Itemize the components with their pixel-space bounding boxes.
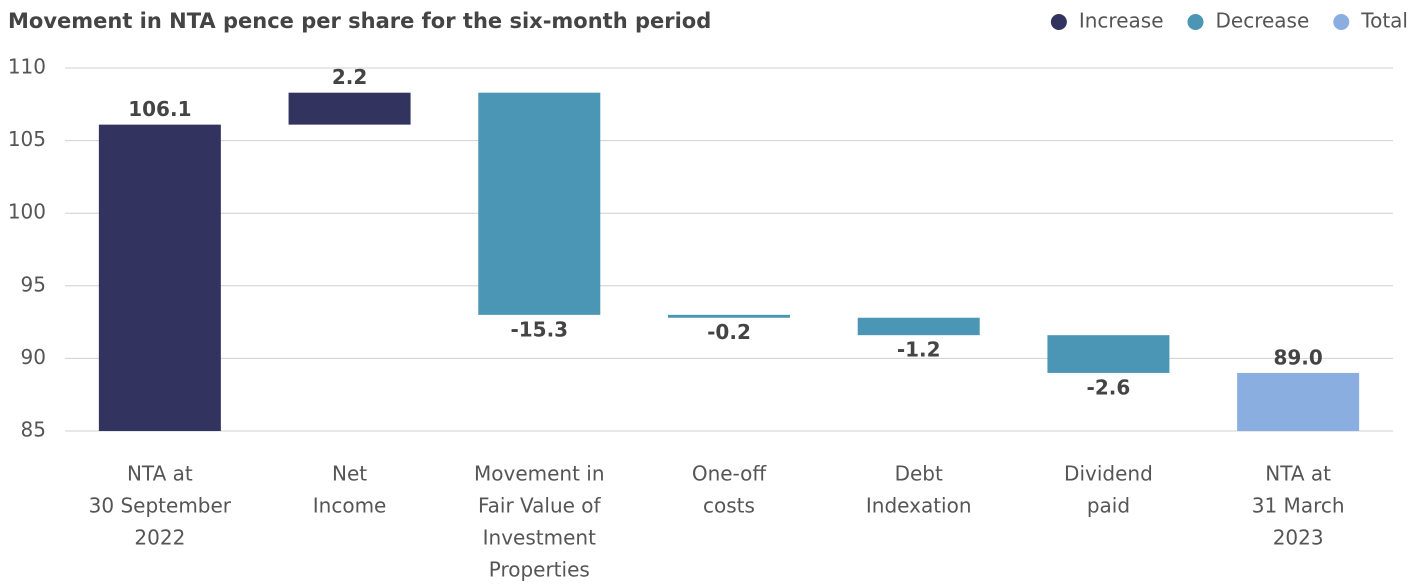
legend-marker — [1050, 14, 1067, 30]
value-label: 2.2 — [332, 65, 367, 89]
bar — [478, 92, 601, 315]
x-tick-label: NTA at — [1265, 462, 1331, 486]
bar — [857, 317, 980, 336]
value-label: 106.1 — [128, 97, 191, 121]
value-label: -1.2 — [897, 338, 941, 362]
x-tick-label: paid — [1087, 494, 1130, 518]
bar — [288, 92, 411, 125]
chart-title: Movement in NTA pence per share for the … — [8, 9, 711, 33]
x-tick-label: Movement in — [474, 462, 605, 486]
x-tick-label: One-off — [692, 462, 768, 486]
bar — [1047, 335, 1170, 373]
legend-label: Decrease — [1216, 9, 1310, 33]
x-tick-label: 31 March — [1252, 494, 1345, 518]
legend-marker — [1187, 14, 1204, 30]
x-tick-label: Indexation — [866, 494, 972, 518]
x-tick-label: NTA at — [127, 462, 193, 486]
bar — [1237, 372, 1360, 431]
x-tick-label: Dividend — [1064, 462, 1153, 486]
legend-marker — [1333, 14, 1350, 30]
value-label: 89.0 — [1273, 345, 1322, 369]
x-tick-label: 2023 — [1273, 526, 1324, 550]
x-tick-label: Investment — [483, 526, 596, 550]
value-label: -2.6 — [1087, 375, 1131, 399]
x-tick-label: 2022 — [134, 526, 185, 550]
y-tick-label: 90 — [21, 345, 46, 369]
y-tick-label: 95 — [21, 272, 46, 296]
x-tick-label: Income — [313, 494, 387, 518]
y-tick-label: 110 — [8, 55, 46, 79]
x-tick-label: Properties — [489, 558, 590, 582]
x-tick-label: Debt — [895, 462, 943, 486]
x-tick-label: costs — [703, 494, 755, 518]
y-tick-label: 100 — [8, 200, 46, 224]
y-tick-label: 85 — [21, 418, 46, 442]
legend-label: Increase — [1079, 9, 1164, 33]
value-label: -0.2 — [707, 320, 751, 344]
x-tick-label: Net — [332, 462, 367, 486]
bar — [98, 124, 221, 432]
x-tick-label: 30 September — [89, 494, 232, 518]
value-label: -15.3 — [510, 317, 568, 341]
x-tick-label: Fair Value of — [478, 494, 602, 518]
y-tick-label: 105 — [8, 127, 46, 151]
legend-label: Total — [1360, 9, 1408, 33]
bar — [668, 314, 790, 318]
